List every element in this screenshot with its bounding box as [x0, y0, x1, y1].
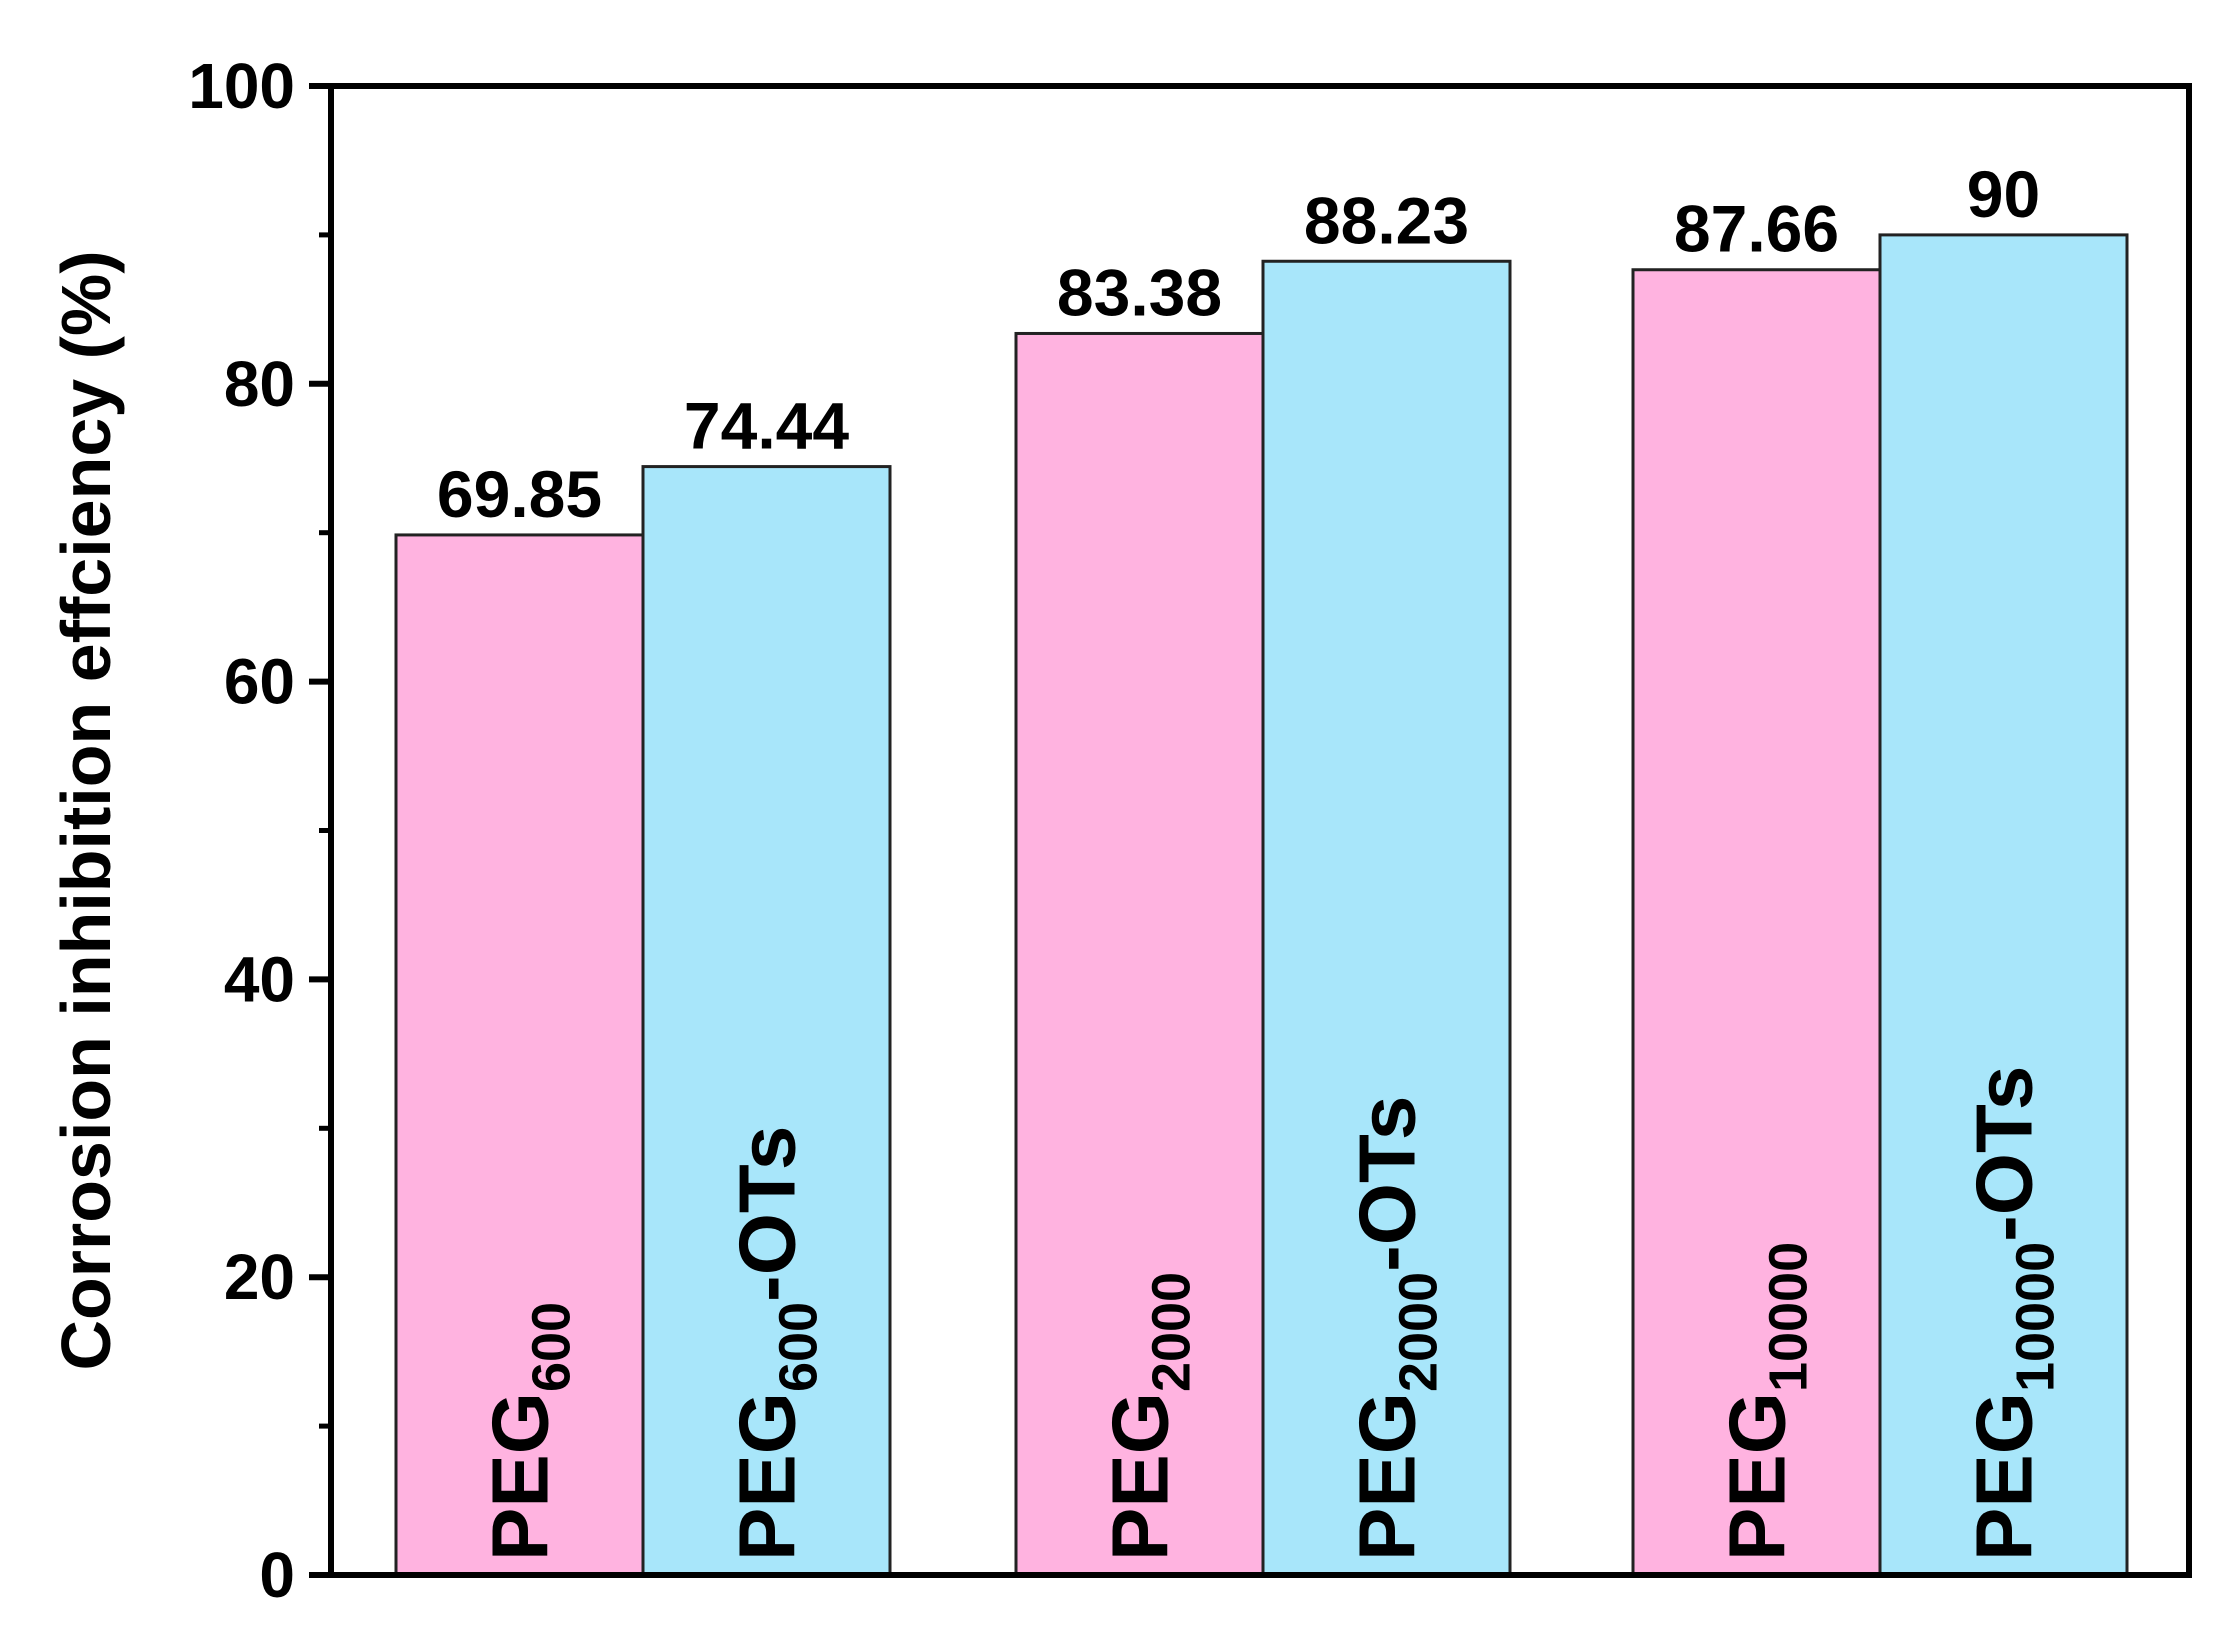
bar-label-base: PEG — [723, 1392, 812, 1561]
bar-label-subscript: 2000 — [1389, 1272, 1449, 1392]
bar-value-label: 87.66 — [1674, 192, 1839, 266]
bar — [394, 533, 645, 1577]
bar-label-subscript: 600 — [769, 1302, 829, 1392]
bar-category-label: PEG2000-OTs — [1343, 1096, 1449, 1561]
bar — [1878, 233, 2129, 1577]
bar-label-base: PEG — [1960, 1392, 2049, 1561]
bar-category-label: PEG600-OTs — [723, 1126, 829, 1561]
bar-category-label: PEG10000 — [1713, 1242, 1819, 1561]
bar-label-base: PEG — [1096, 1392, 1185, 1561]
bar-label-suffix: -OTs — [1343, 1096, 1432, 1272]
y-axis-title: Corrosion inhibition effciency (%) — [47, 250, 125, 1370]
y-axis-ticks: 0 20 40 60 80 100 — [188, 50, 331, 1611]
bar — [1014, 331, 1265, 1577]
y-tick-label: 40 — [224, 943, 295, 1015]
y-tick-label: 0 — [259, 1539, 295, 1611]
bars: 69.85PEG60074.44PEG600-OTs83.38PEG200088… — [394, 157, 2129, 1577]
bar — [641, 465, 892, 1577]
bar-label-suffix: -OTs — [1960, 1066, 2049, 1242]
bar-label-base: PEG — [1713, 1392, 1802, 1561]
bar — [1261, 259, 1512, 1577]
bar-value-label: 74.44 — [684, 389, 849, 463]
bar-label-subscript: 10000 — [2006, 1242, 2066, 1392]
plot-frame — [328, 83, 2192, 1578]
bar-label-subscript: 2000 — [1142, 1272, 1202, 1392]
y-tick-label: 20 — [224, 1241, 295, 1313]
y-tick-label: 80 — [224, 348, 295, 420]
bar-label-subscript: 10000 — [1759, 1242, 1819, 1392]
bar-label-suffix: -OTs — [723, 1126, 812, 1302]
y-tick-label: 100 — [188, 50, 295, 122]
bar-value-label: 69.85 — [437, 457, 602, 531]
bar-value-label: 90 — [1967, 157, 2040, 231]
bar-label-base: PEG — [476, 1392, 565, 1561]
bar-category-label: PEG2000 — [1096, 1272, 1202, 1561]
bar-label-subscript: 600 — [522, 1302, 582, 1392]
bar-value-label: 83.38 — [1057, 255, 1222, 329]
bar — [1631, 268, 1882, 1577]
bar-label-base: PEG — [1343, 1392, 1432, 1561]
bar-value-label: 88.23 — [1304, 183, 1469, 257]
y-tick-label: 60 — [224, 646, 295, 718]
bar-category-label: PEG10000-OTs — [1960, 1066, 2066, 1561]
bar-category-label: PEG600 — [476, 1302, 582, 1561]
